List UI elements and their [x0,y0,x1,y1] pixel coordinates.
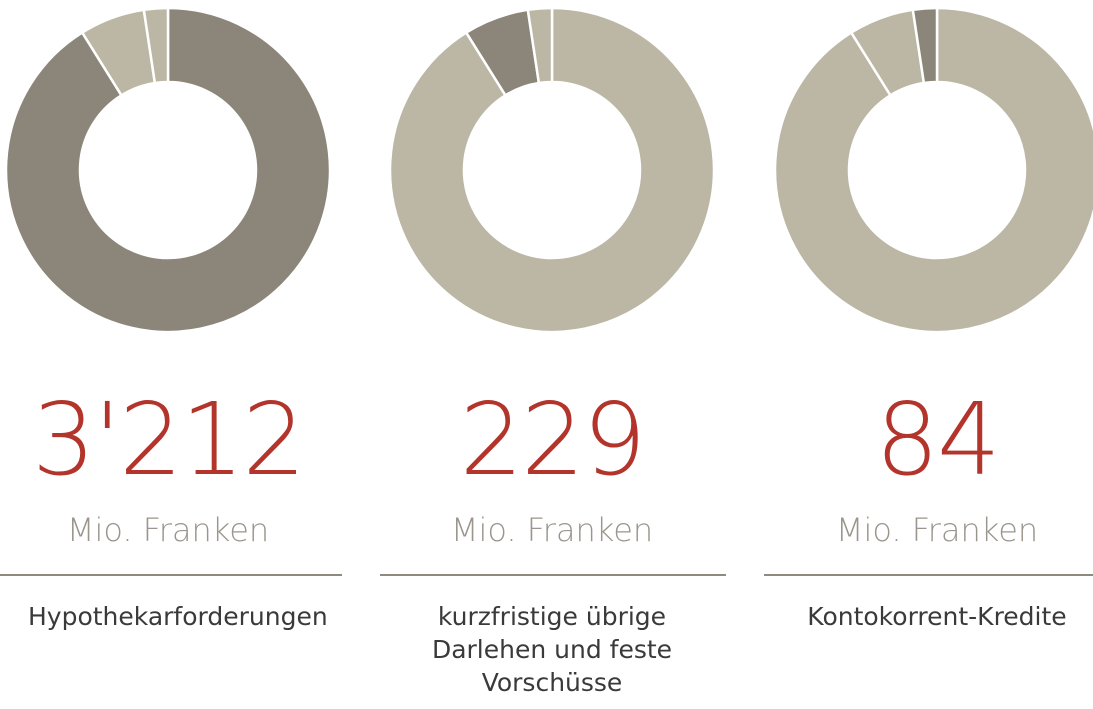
chart-column: 3'212 Mio. Franken Hypothekarforderungen [0,0,343,709]
category-label: Kontokorrent-Kredite [807,602,1067,631]
donut-segment [4,6,332,334]
donut-segment [911,6,939,85]
donut-segment [526,6,554,85]
unit-label: Mio. Franken [835,511,1039,549]
unit-label: Mio. Franken [66,511,270,549]
divider [764,574,1093,576]
divider [0,574,342,576]
category-label: Hypothekarforderungen [28,602,328,631]
donut [388,6,716,334]
value-label: 84 [875,381,1000,498]
unit-label: Mio. Franken [450,511,654,549]
chart-column: 229 Mio. Franken kurzfristige übrige Darle… [377,0,727,709]
value-label: 229 [459,381,647,498]
value-label: 3'212 [32,381,306,498]
donut-segment [773,6,1093,334]
donut-segment [142,6,170,85]
donut [773,6,1093,334]
chart-column: 84 Mio. Franken Kontokorrent-Kredite [762,0,1093,709]
donut-segment [388,6,716,334]
donut [4,6,332,334]
category-label: kurzfristige übrige Darlehen und feste V… [431,602,673,697]
divider [380,574,726,576]
